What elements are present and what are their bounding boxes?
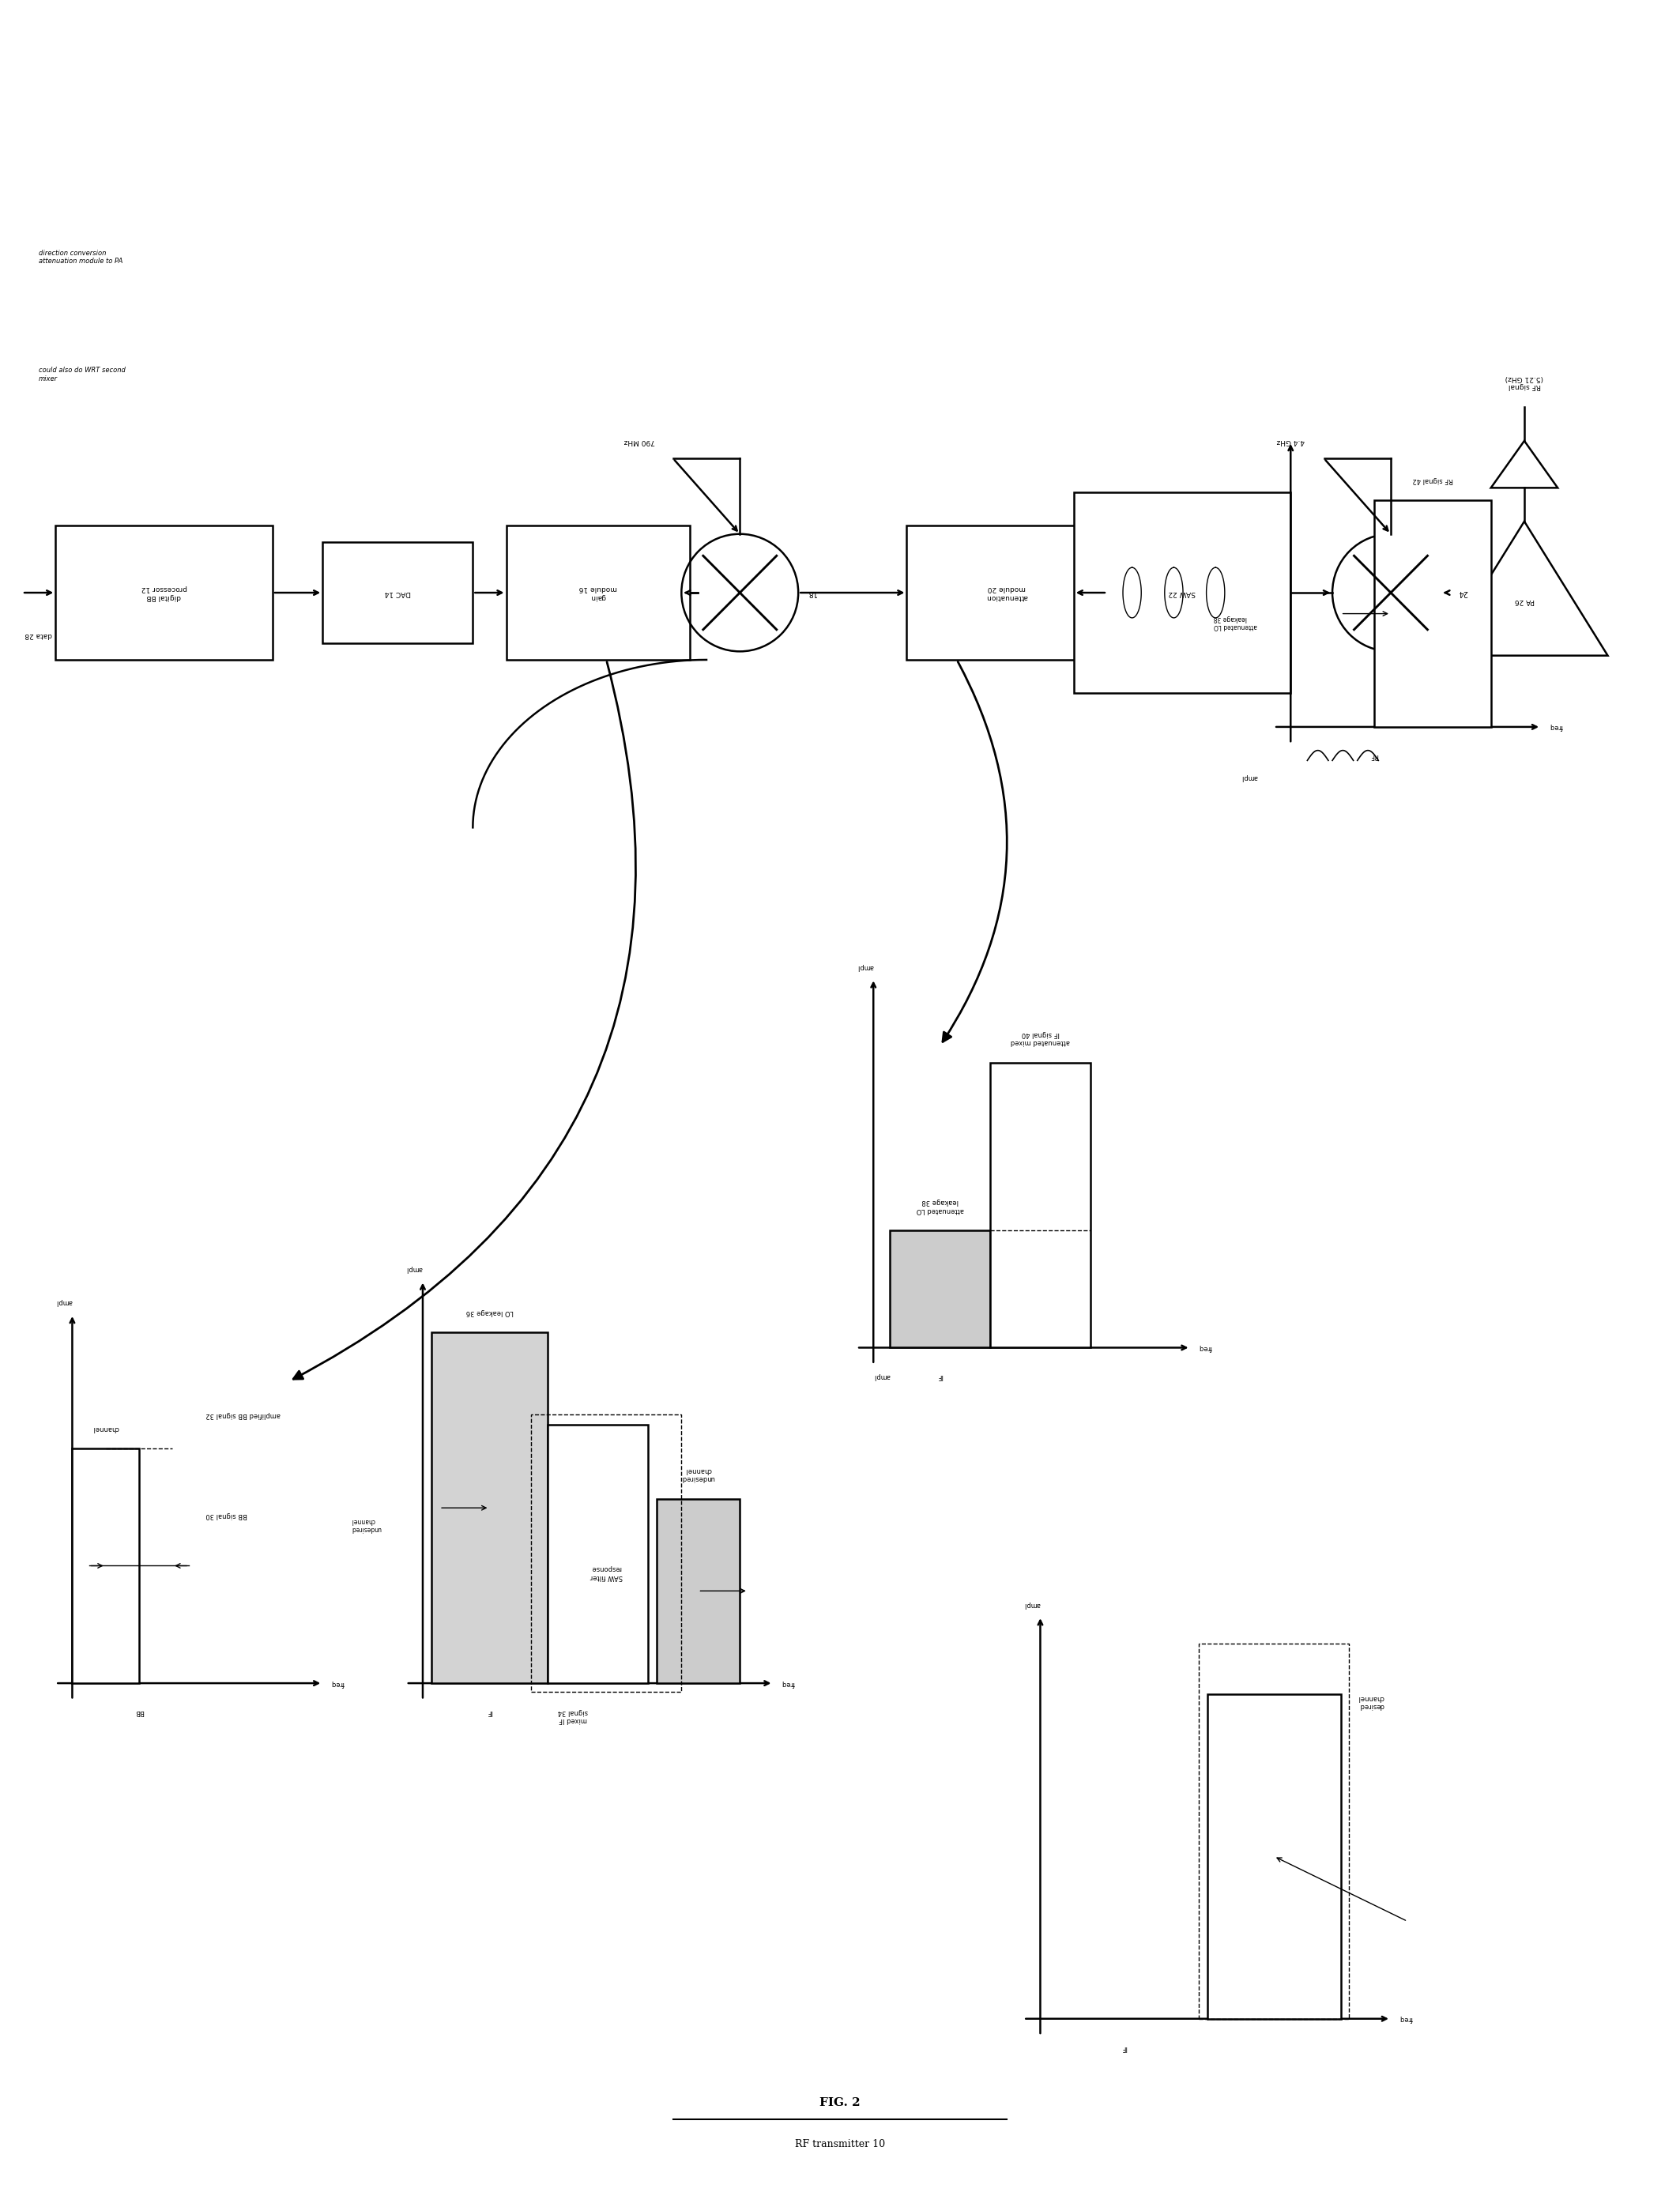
Text: attenuated LO
leakage 38: attenuated LO leakage 38	[1213, 614, 1257, 629]
Text: IF: IF	[1121, 2043, 1127, 2052]
Text: 24: 24	[1458, 590, 1467, 596]
Text: freq: freq	[781, 1679, 795, 1688]
Text: attenuated LO
leakage 38: attenuated LO leakage 38	[916, 1199, 964, 1214]
Text: IF: IF	[937, 1372, 942, 1381]
Text: ampl: ampl	[874, 1372, 890, 1381]
Text: freq: freq	[1399, 2014, 1413, 2023]
FancyBboxPatch shape	[907, 526, 1107, 660]
Text: 18: 18	[806, 590, 816, 596]
Text: channel: channel	[92, 1425, 119, 1431]
Bar	[548, 1425, 648, 1683]
Text: BB: BB	[134, 1708, 144, 1716]
Text: freq: freq	[331, 1679, 344, 1688]
Bar	[531, 1414, 682, 1692]
Bar	[72, 1449, 139, 1683]
Bar	[990, 1063, 1090, 1348]
Text: SAW filter
response: SAW filter response	[590, 1565, 623, 1580]
Text: could also do WRT second
mixer: could also do WRT second mixer	[39, 366, 126, 381]
Text: desired
channel: desired channel	[1357, 1694, 1384, 1710]
Text: 790 MHz: 790 MHz	[625, 438, 655, 445]
Text: ampl: ampl	[407, 1265, 423, 1271]
Bar	[1208, 1694, 1341, 2019]
Text: attenuated mixed
IF signal 40: attenuated mixed IF signal 40	[1011, 1030, 1070, 1046]
Text: RF signal 42: RF signal 42	[1413, 476, 1453, 484]
Text: RF: RF	[1369, 752, 1378, 758]
Text: attenuation
module 20: attenuation module 20	[986, 585, 1028, 601]
Text: ampl: ampl	[1023, 1600, 1040, 1607]
Text: LO leakage 36: LO leakage 36	[465, 1309, 514, 1315]
Text: PA 26: PA 26	[1514, 598, 1534, 605]
FancyBboxPatch shape	[323, 541, 472, 642]
Text: IF: IF	[487, 1708, 492, 1716]
Text: data 28: data 28	[25, 631, 52, 638]
Text: BB signal 30: BB signal 30	[205, 1512, 247, 1519]
Text: ampl: ampl	[55, 1298, 72, 1306]
Text: undesired
channel: undesired channel	[351, 1517, 381, 1532]
Bar	[1200, 1644, 1349, 2019]
Bar	[657, 1499, 739, 1683]
Text: SAW 22: SAW 22	[1169, 590, 1196, 596]
Text: ampl: ampl	[857, 962, 874, 971]
Text: direction conversion
attenuation module to PA: direction conversion attenuation module …	[39, 250, 123, 265]
FancyBboxPatch shape	[506, 526, 690, 660]
Text: FIG. 2: FIG. 2	[820, 2098, 860, 2109]
Text: freq: freq	[1549, 723, 1562, 730]
Text: gain
module 16: gain module 16	[580, 585, 617, 601]
Text: RF signal
(5.21 GHz): RF signal (5.21 GHz)	[1505, 375, 1544, 390]
Text: ampl: ampl	[1240, 774, 1257, 780]
Text: 4.4 GHz: 4.4 GHz	[1277, 438, 1305, 445]
FancyBboxPatch shape	[432, 1333, 548, 1683]
Text: digital BB
processor 12: digital BB processor 12	[141, 585, 186, 601]
FancyBboxPatch shape	[55, 526, 272, 660]
Text: RF transmitter 10: RF transmitter 10	[795, 2139, 885, 2150]
Bar	[890, 1230, 990, 1348]
Bar	[1374, 500, 1490, 728]
Text: DAC 14: DAC 14	[385, 590, 412, 596]
Text: undesired
channel: undesired channel	[682, 1466, 714, 1482]
FancyBboxPatch shape	[1074, 491, 1290, 693]
Text: freq: freq	[1200, 1344, 1213, 1350]
Text: amplified BB signal 32: amplified BB signal 32	[205, 1412, 281, 1418]
Text: mixed IF
signal 34: mixed IF signal 34	[558, 1708, 588, 1723]
